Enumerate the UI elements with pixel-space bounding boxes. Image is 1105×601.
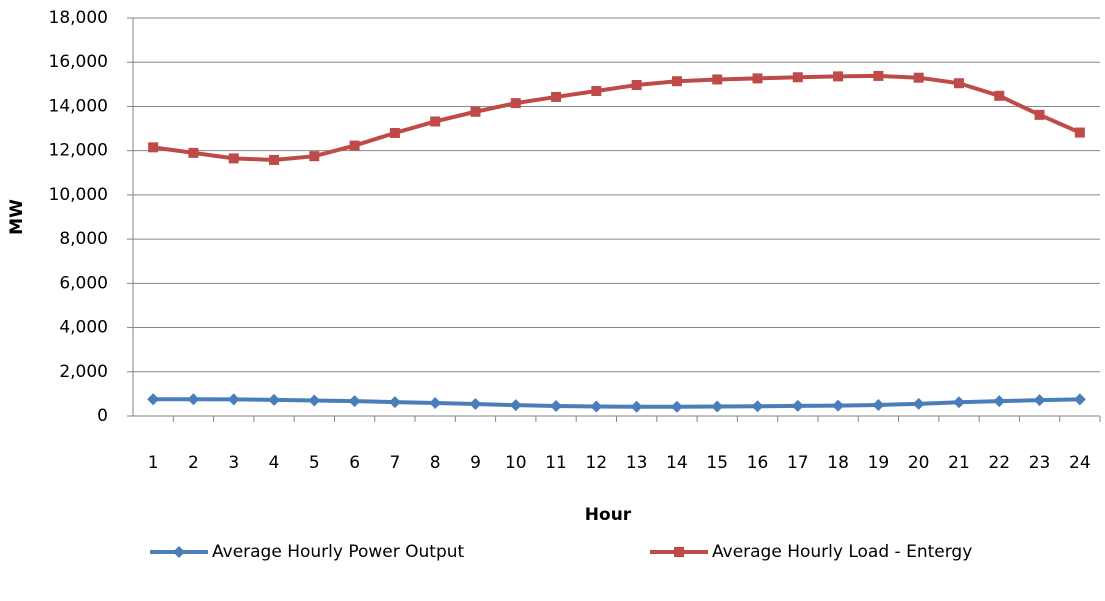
marker <box>309 151 320 162</box>
marker <box>590 400 603 413</box>
x-tick-label: 9 <box>470 453 481 473</box>
marker <box>1074 127 1085 138</box>
marker <box>187 393 200 406</box>
marker <box>469 398 482 411</box>
marker <box>751 400 764 413</box>
marker <box>993 395 1006 408</box>
marker <box>388 396 401 409</box>
y-tick-label: 12,000 <box>49 141 108 161</box>
x-tick-label: 17 <box>787 453 809 473</box>
marker <box>953 78 964 89</box>
marker <box>510 98 521 109</box>
marker <box>430 116 441 127</box>
x-tick-label: 2 <box>188 453 199 473</box>
series-line <box>152 73 1081 162</box>
x-axis-title: Hour <box>585 505 632 525</box>
marker <box>509 399 522 412</box>
marker <box>833 71 844 82</box>
marker <box>348 395 361 408</box>
marker <box>308 394 321 407</box>
y-tick-label: 16,000 <box>49 52 108 72</box>
marker <box>1034 109 1045 120</box>
x-tick-label: 21 <box>948 453 970 473</box>
marker <box>630 400 643 413</box>
x-tick-label: 3 <box>228 453 239 473</box>
marker <box>872 398 885 411</box>
x-tick-label: 5 <box>309 453 320 473</box>
marker <box>832 399 845 412</box>
x-tick-label: 15 <box>706 453 728 473</box>
y-tick-label: 8,000 <box>59 229 108 249</box>
marker <box>227 393 240 406</box>
x-tick-label: 23 <box>1029 453 1051 473</box>
marker <box>671 76 682 87</box>
marker <box>188 147 199 158</box>
x-tick-label: 10 <box>505 453 527 473</box>
x-tick-label: 6 <box>349 453 360 473</box>
y-tick-label: 14,000 <box>49 96 108 116</box>
marker <box>470 106 481 117</box>
x-tick-label: 18 <box>827 453 849 473</box>
marker <box>591 85 602 96</box>
x-tick-label: 11 <box>545 453 567 473</box>
series-line <box>153 397 1080 409</box>
y-tick-label: 2,000 <box>59 362 108 382</box>
x-tick-label: 19 <box>868 453 890 473</box>
y-tick-label: 10,000 <box>49 185 108 205</box>
marker <box>712 74 723 85</box>
legend-label: Average Hourly Power Output <box>212 542 465 562</box>
x-tick-label: 16 <box>747 453 769 473</box>
marker <box>791 399 804 412</box>
marker <box>1073 393 1086 406</box>
marker <box>268 393 281 406</box>
y-tick-label: 0 <box>97 406 108 426</box>
x-tick-label: 7 <box>389 453 400 473</box>
x-tick-label: 14 <box>666 453 688 473</box>
y-axis-title: MW <box>7 199 27 235</box>
marker <box>389 127 400 138</box>
marker <box>631 79 642 90</box>
marker <box>349 140 360 151</box>
marker <box>670 400 683 413</box>
legend-marker <box>674 547 684 557</box>
marker <box>228 153 239 164</box>
y-tick-label: 4,000 <box>59 318 108 338</box>
legend-marker <box>173 546 185 558</box>
y-tick-label: 18,000 <box>49 8 108 28</box>
x-tick-label: 13 <box>626 453 648 473</box>
marker <box>912 397 925 410</box>
marker <box>752 73 763 84</box>
marker <box>913 72 924 83</box>
marker <box>952 396 965 409</box>
marker <box>711 400 724 413</box>
marker <box>873 70 884 81</box>
legend-label: Average Hourly Load - Entergy <box>712 542 972 562</box>
x-tick-label: 20 <box>908 453 930 473</box>
x-tick-label: 22 <box>988 453 1010 473</box>
x-tick-label: 4 <box>269 453 280 473</box>
marker <box>148 142 159 153</box>
y-tick-label: 6,000 <box>59 273 108 293</box>
x-tick-label: 24 <box>1069 453 1091 473</box>
marker <box>429 396 442 409</box>
x-tick-label: 1 <box>148 453 159 473</box>
marker <box>994 90 1005 101</box>
marker <box>147 393 160 406</box>
x-tick-label: 12 <box>586 453 608 473</box>
marker <box>550 400 563 413</box>
marker <box>1033 394 1046 407</box>
marker <box>269 154 280 165</box>
x-tick-label: 8 <box>430 453 441 473</box>
marker <box>551 91 562 102</box>
marker <box>792 72 803 83</box>
